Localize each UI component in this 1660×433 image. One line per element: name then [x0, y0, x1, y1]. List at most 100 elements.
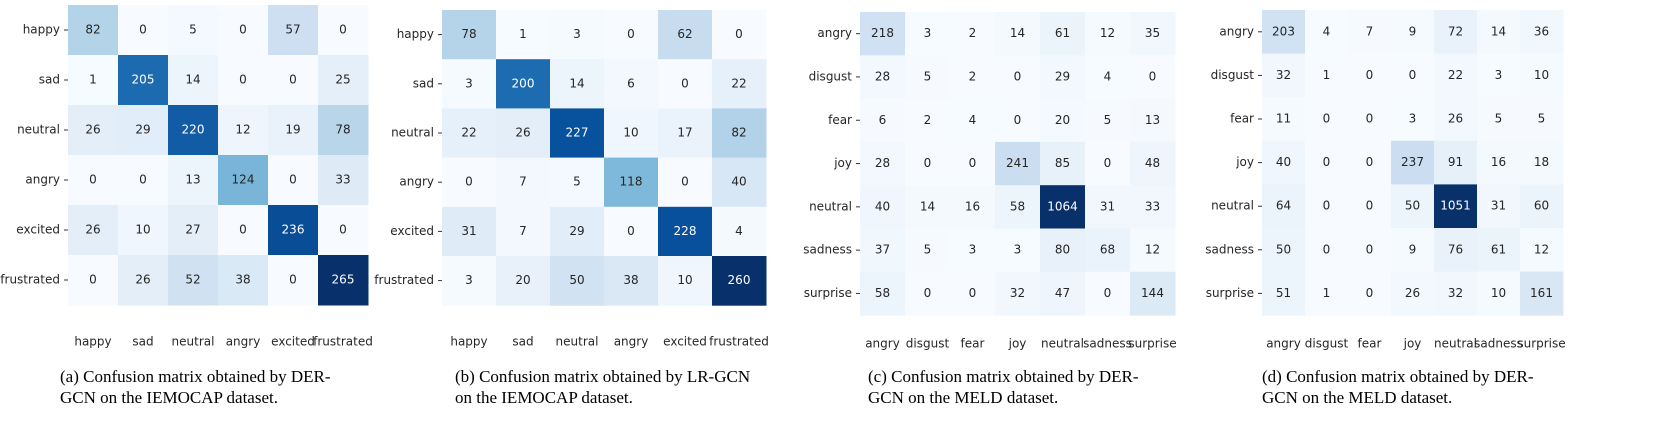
cell-label: 36 [1534, 24, 1549, 38]
heatmap-cell [1391, 140, 1435, 185]
cell-label: 26 [85, 223, 100, 237]
heatmap-cell [1130, 271, 1176, 316]
heatmap-cell [860, 12, 906, 56]
heatmap-cell [950, 141, 996, 186]
cell-label: 28 [875, 156, 890, 170]
cell-label: 0 [1366, 155, 1374, 169]
heatmap-cell [1305, 228, 1349, 273]
heatmap-cell [860, 141, 906, 186]
heatmap-cell [118, 105, 169, 156]
heatmap-cell [1520, 228, 1564, 273]
y-tick-label: angry [25, 173, 60, 187]
cell-label: 0 [969, 286, 977, 300]
heatmap-cell [658, 10, 713, 60]
heatmap-cell [1085, 141, 1131, 186]
heatmap-cell [1434, 184, 1478, 229]
heatmap-cell [442, 206, 497, 257]
cell-label: 3 [924, 26, 932, 40]
heatmap-cell [442, 256, 497, 306]
heatmap-cell [218, 255, 269, 306]
caption: (a) Confusion matrix obtained by DER-GCN… [60, 367, 331, 407]
heatmap-cell [68, 205, 119, 256]
heatmap-cell [1348, 184, 1392, 229]
heatmap-cell [442, 157, 497, 208]
y-tick-label: surprise [804, 286, 852, 300]
heatmap-cell [1434, 10, 1478, 55]
heatmap-cell [712, 59, 767, 109]
cell-label: 0 [89, 273, 97, 287]
heatmap-cell [1305, 97, 1349, 142]
cell-label: 76 [1448, 242, 1463, 256]
heatmap-cell [1434, 53, 1478, 98]
x-tick-label: neutral [172, 335, 215, 349]
cell-label: 9 [1409, 242, 1417, 256]
x-tick-label: frustrated [313, 335, 373, 349]
y-tick-label: excited [16, 223, 60, 237]
x-tick-label: disgust [1305, 337, 1349, 351]
heatmap-cell [712, 10, 767, 60]
cell-label: 0 [1366, 286, 1374, 300]
y-tick-label: happy [23, 23, 60, 37]
y-tick-label: fear [828, 113, 852, 127]
cell-label: 7 [1366, 24, 1374, 38]
heatmap-cell [712, 206, 767, 257]
cell-label: 10 [1534, 68, 1549, 82]
heatmap-cell [1085, 271, 1131, 316]
heatmap-cell [658, 108, 713, 159]
cell-label: 0 [139, 173, 147, 187]
cell-label: 1051 [1440, 199, 1471, 213]
cell-label: 0 [89, 173, 97, 187]
cell-label: 144 [1141, 286, 1164, 300]
heatmap-cell [604, 256, 659, 306]
heatmap-cell [905, 271, 951, 316]
heatmap-cell [604, 59, 659, 109]
heatmap-cell [860, 98, 906, 143]
heatmap-cell [496, 206, 551, 257]
heatmap-cell [168, 105, 219, 156]
cell-label: 40 [731, 175, 746, 189]
heatmap-cell [1262, 97, 1306, 142]
cell-label: 58 [875, 286, 890, 300]
heatmap-cell [860, 271, 906, 316]
heatmap-cell [604, 157, 659, 208]
cell-label: 60 [1534, 199, 1549, 213]
y-tick-label: angry [399, 175, 434, 189]
heatmap-cell [68, 105, 119, 156]
heatmap-cell [995, 271, 1041, 316]
cell-label: 40 [1276, 155, 1291, 169]
y-tick-label: sad [39, 73, 60, 87]
heatmap-cell [1391, 10, 1435, 55]
heatmap-cell [318, 205, 369, 256]
cell-label: 0 [289, 73, 297, 87]
heatmap-cell [950, 55, 996, 100]
heatmap-cell [905, 55, 951, 100]
cell-label: 13 [1145, 113, 1160, 127]
cell-label: 9 [1409, 24, 1417, 38]
cell-label: 265 [332, 273, 355, 287]
heatmap-cell [1348, 53, 1392, 98]
cell-label: 14 [1010, 26, 1025, 40]
heatmap-cell [1040, 98, 1086, 143]
cell-label: 0 [627, 27, 635, 41]
cell-label: 14 [920, 199, 935, 213]
cell-label: 0 [239, 73, 247, 87]
heatmap-cell [712, 256, 767, 306]
heatmap-cell [1040, 271, 1086, 316]
y-tick-label: disgust [1211, 68, 1255, 82]
heatmap-cell [550, 108, 605, 159]
heatmap-cell [1477, 97, 1521, 142]
cell-label: 1 [89, 73, 97, 87]
heatmap-cell [268, 5, 319, 56]
cell-label: 0 [1149, 69, 1157, 83]
cell-label: 33 [335, 173, 350, 187]
cell-label: 1 [1323, 68, 1331, 82]
heatmap-cell [1520, 140, 1564, 185]
cell-label: 236 [282, 223, 305, 237]
cell-label: 29 [569, 224, 584, 238]
heatmap-cell [658, 59, 713, 109]
heatmap-cell [658, 206, 713, 257]
cell-label: 20 [1055, 113, 1070, 127]
heatmap-cell [1085, 185, 1131, 229]
caption: (b) Confusion matrix obtained by LR-GCN … [455, 367, 751, 407]
cell-label: 37 [875, 243, 890, 257]
